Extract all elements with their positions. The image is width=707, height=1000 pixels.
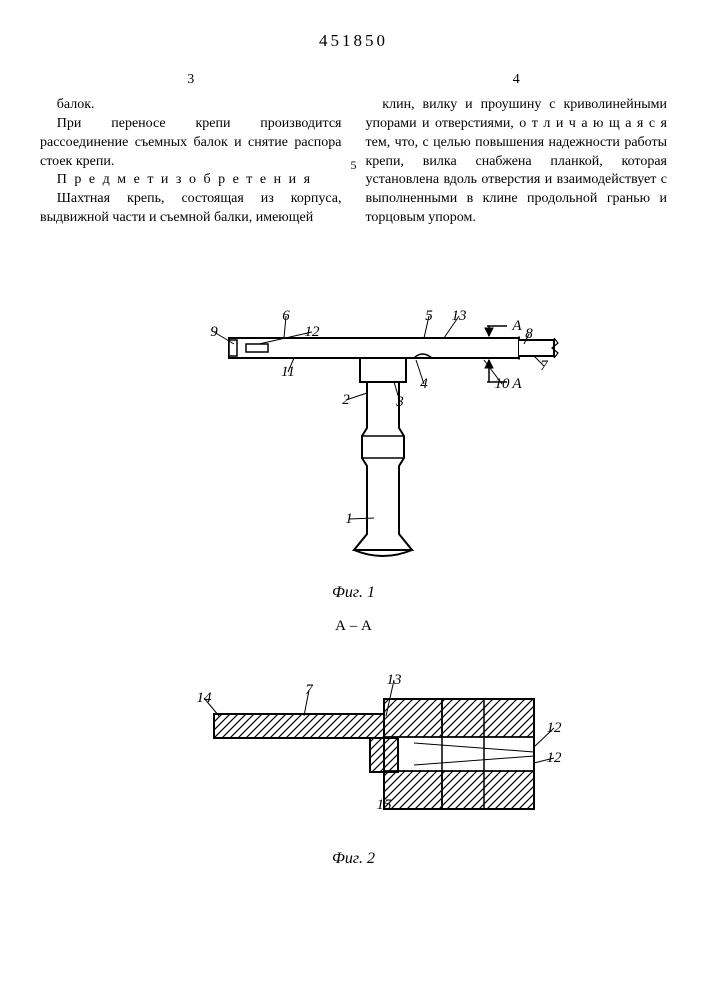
svg-text:9: 9: [210, 324, 218, 340]
svg-text:12: 12: [546, 720, 562, 736]
para: При переносе крепи производится рассоеди…: [40, 115, 342, 172]
para: балок.: [40, 96, 342, 115]
svg-text:1: 1: [345, 511, 353, 527]
line-number-5: 5: [351, 157, 357, 173]
left-column: 3 балок. При переносе крепи производится…: [40, 71, 342, 228]
fig1-caption: Фиг. 1: [40, 582, 667, 604]
svg-text:8: 8: [525, 326, 533, 342]
right-col-number: 4: [366, 71, 668, 90]
svg-text:6: 6: [282, 308, 290, 324]
right-column: 4 клин, вилку и проушину с криволинейным…: [366, 71, 668, 228]
svg-text:14: 14: [196, 690, 212, 706]
svg-text:12: 12: [546, 750, 562, 766]
para: Шахтная крепь, состоящая из корпуса, выд…: [40, 190, 342, 228]
figures-area: АА12345678910111213 Фиг. 1 А – А 7121213…: [40, 258, 667, 869]
svg-text:А: А: [511, 318, 522, 334]
document-number: 451850: [40, 30, 667, 53]
svg-text:13: 13: [386, 672, 401, 688]
figure-2: 7 12 12 13 14 15: [84, 644, 624, 844]
svg-text:10: 10: [494, 376, 510, 392]
svg-text:13: 13: [451, 308, 466, 324]
text-columns: 3 балок. При переносе крепи производится…: [40, 71, 667, 228]
svg-text:11: 11: [281, 364, 295, 380]
svg-text:12: 12: [304, 324, 320, 340]
svg-text:5: 5: [425, 308, 433, 324]
svg-text:15: 15: [376, 797, 392, 813]
svg-text:7: 7: [305, 682, 314, 698]
svg-text:3: 3: [395, 394, 404, 410]
subject-heading: П р е д м е т и з о б р е т е н и я: [40, 171, 342, 190]
section-label: А – А: [40, 616, 667, 636]
para: клин, вилку и проушину с криволинейными …: [366, 96, 668, 228]
left-col-number: 3: [40, 71, 342, 90]
figure-1: АА12345678910111213: [84, 258, 624, 578]
svg-text:7: 7: [540, 358, 549, 374]
svg-text:2: 2: [342, 392, 350, 408]
fig2-caption: Фиг. 2: [40, 848, 667, 870]
svg-text:4: 4: [420, 376, 428, 392]
svg-text:А: А: [511, 376, 522, 392]
